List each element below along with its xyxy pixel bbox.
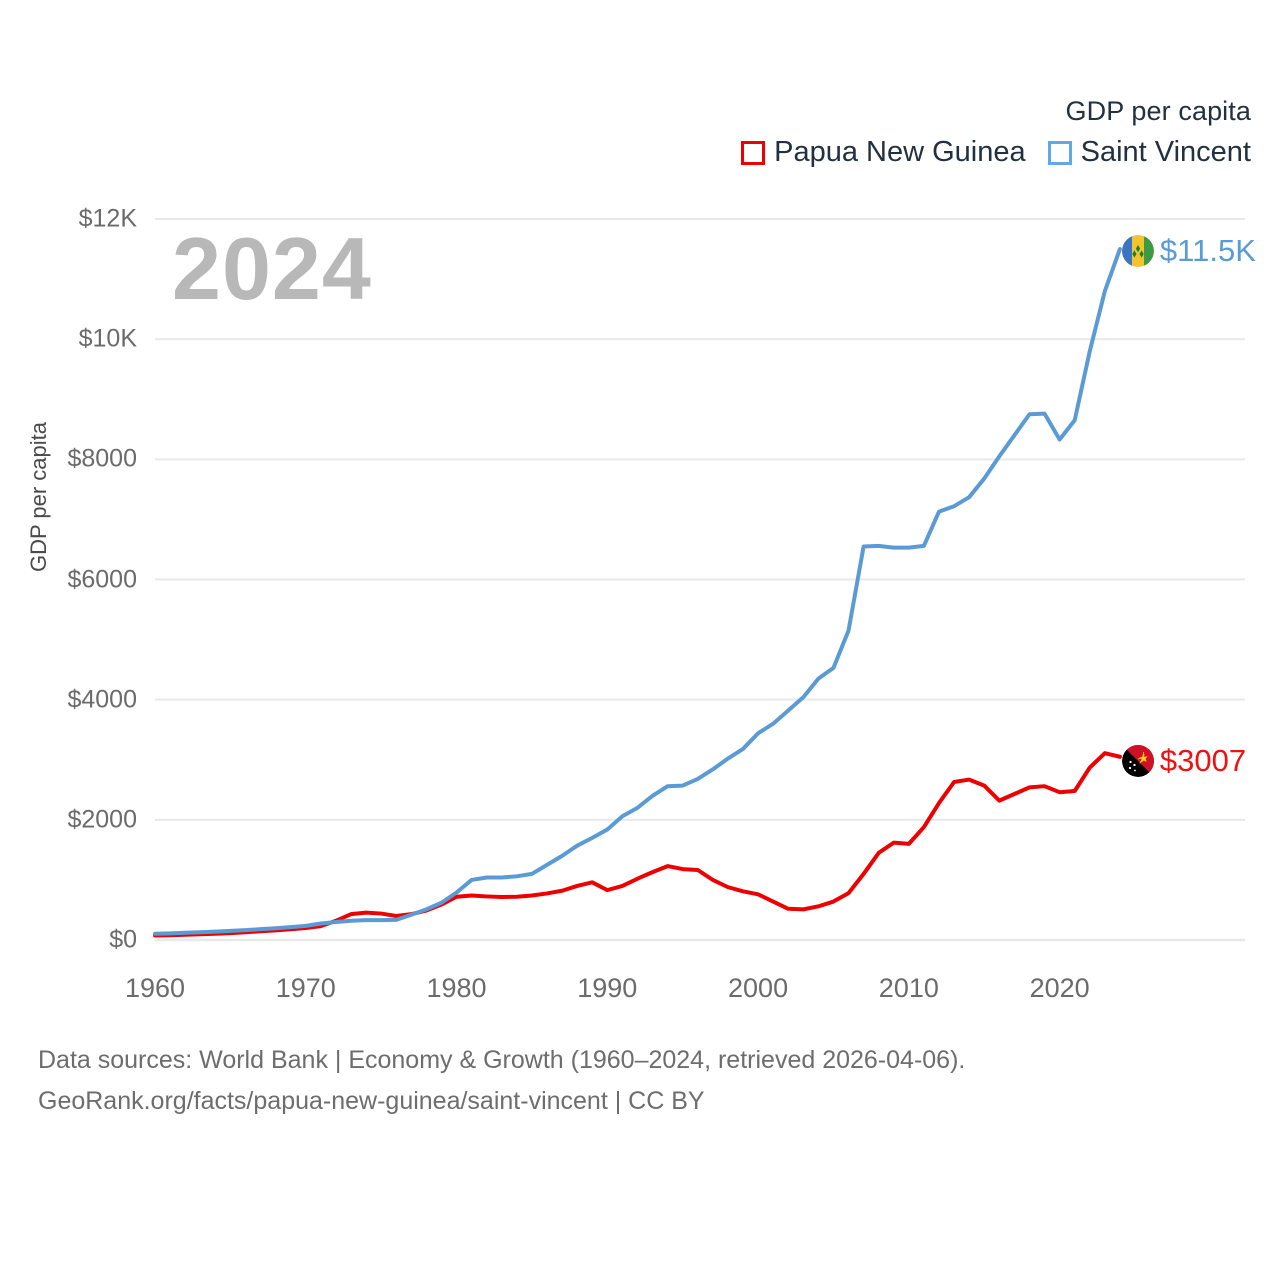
x-tick-label: 1960 <box>124 973 186 1003</box>
series-line <box>153 247 1122 936</box>
endpoint-value-papua-new-guinea: $3007 <box>1159 743 1247 779</box>
legend-label-papua-new-guinea: Papua New Guinea <box>774 136 1026 168</box>
chart-legend: GDP per capita Papua New Guinea Saint Vi… <box>0 96 1253 169</box>
legend-title: GDP per capita <box>1065 96 1251 126</box>
y-tick-label: $10K <box>78 324 137 353</box>
x-tick-label: 1990 <box>577 973 638 1003</box>
x-tick-label: 2000 <box>728 973 789 1003</box>
endpoint-value-saint-vincent: $11.5K <box>1159 233 1256 269</box>
series-line <box>153 751 1122 938</box>
y-tick-label: $4000 <box>67 685 137 714</box>
series-lines <box>153 247 1122 938</box>
x-tick-label: 2020 <box>1029 973 1090 1003</box>
y-tick-label: $0 <box>109 925 137 954</box>
legend-items: Papua New Guinea Saint Vincent <box>0 136 1253 169</box>
footer-data-sources: Data sources: World Bank | Economy & Gro… <box>38 1046 966 1074</box>
watermark-year: 2024 <box>172 219 372 318</box>
x-tick-label: 2010 <box>878 973 939 1003</box>
papua-new-guinea-flag-icon <box>1121 745 1154 778</box>
x-tick-label: 1980 <box>426 973 487 1003</box>
y-tick-label: $8000 <box>67 444 137 473</box>
x-tick-label: 1970 <box>275 973 336 1003</box>
y-axis-label: GDP per capita <box>26 421 51 572</box>
footer-attribution: GeoRank.org/facts/papua-new-guinea/saint… <box>38 1087 705 1116</box>
endpoint-saint-vincent: $11.5K <box>1121 233 1256 269</box>
saint-vincent-flag-icon <box>1121 235 1154 268</box>
y-tick-label: $2000 <box>67 805 137 834</box>
legend-label-saint-vincent: Saint Vincent <box>1080 136 1251 168</box>
legend-item-saint-vincent[interactable]: Saint Vincent <box>1047 136 1251 169</box>
footer: Data sources: World Bank | Economy & Gro… <box>38 1040 1238 1123</box>
endpoint-papua-new-guinea: $3007 <box>1121 743 1247 779</box>
y-tick-label: $12K <box>78 204 137 233</box>
legend-swatch-saint-vincent <box>1047 140 1072 165</box>
y-tick-label: $6000 <box>67 565 137 593</box>
gridlines <box>155 218 1245 942</box>
legend-swatch-papua-new-guinea <box>741 140 766 165</box>
legend-item-papua-new-guinea[interactable]: Papua New Guinea <box>741 136 1026 169</box>
